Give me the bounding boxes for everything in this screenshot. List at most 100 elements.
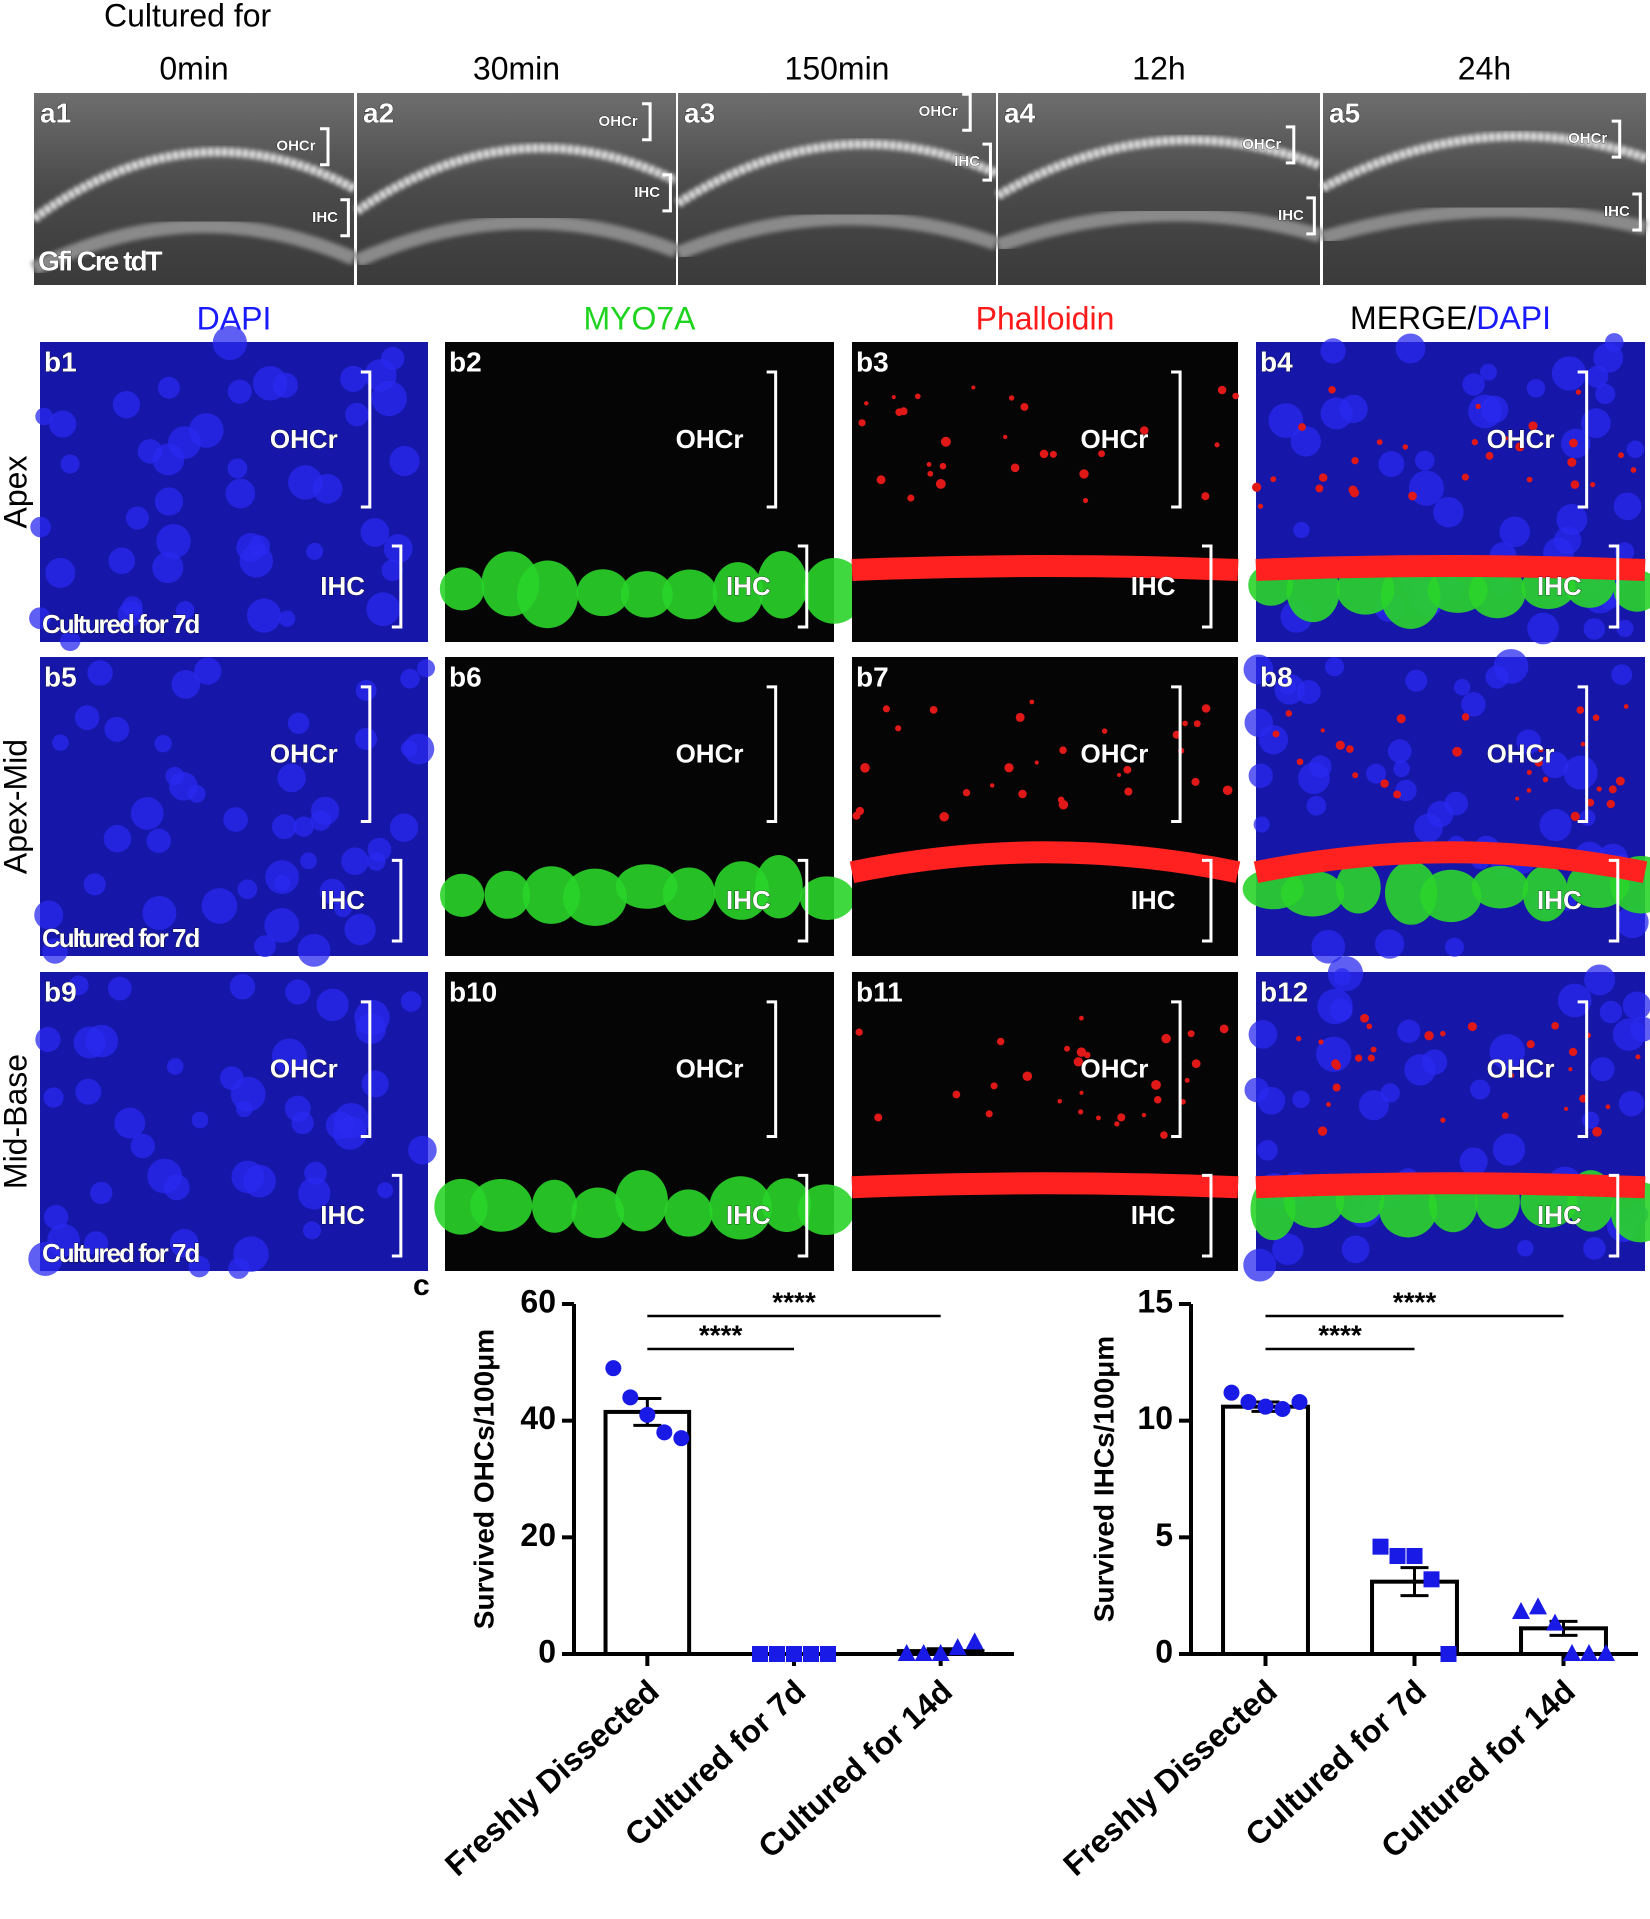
spot — [1003, 434, 1008, 440]
nucleus — [1626, 440, 1645, 459]
nucleus — [1405, 669, 1428, 692]
nucleus — [1324, 657, 1345, 677]
spot — [935, 478, 946, 489]
ihc-label: IHC — [1131, 885, 1176, 915]
nucleus — [333, 1115, 367, 1150]
nucleus — [1378, 451, 1405, 478]
nucleus — [1333, 968, 1351, 986]
nucleus — [1563, 755, 1598, 790]
nucleus — [188, 413, 224, 448]
spot — [1475, 403, 1481, 410]
cell-row-faint — [1320, 203, 1648, 245]
bracket — [1201, 1173, 1213, 1258]
spot — [1349, 488, 1360, 498]
nucleus — [264, 908, 300, 943]
spot — [985, 1110, 993, 1118]
nucleus — [157, 376, 180, 399]
micrograph — [852, 972, 1238, 1271]
nucleus — [1253, 816, 1270, 833]
panel-id: a4 — [1004, 97, 1036, 128]
row-label: Mid-Base — [0, 1054, 33, 1189]
significance-label: **** — [772, 1286, 816, 1317]
hair-cell — [1380, 562, 1441, 629]
hair-cell — [1471, 865, 1529, 909]
nucleus — [1551, 356, 1587, 391]
cell-row-faint — [675, 211, 999, 260]
hair-cell — [714, 861, 770, 920]
ohc-label: OHCr — [599, 113, 638, 130]
nucleus — [1306, 795, 1327, 816]
nucleus — [43, 1205, 69, 1230]
spot — [1440, 1030, 1446, 1037]
nucleus — [1480, 395, 1509, 424]
data-point — [1372, 1538, 1389, 1555]
spot — [1295, 1035, 1302, 1042]
panel-id: a2 — [363, 97, 394, 128]
nucleus — [254, 935, 276, 958]
spot — [1608, 785, 1617, 794]
stereocilia-band — [851, 1172, 1239, 1199]
nucleus — [194, 657, 222, 685]
spot — [915, 393, 921, 400]
nucleus — [1320, 338, 1346, 364]
nucleus — [227, 379, 252, 404]
nucleus — [1470, 1079, 1491, 1100]
spot — [882, 705, 890, 713]
nucleus — [60, 630, 81, 652]
nucleus — [52, 734, 69, 751]
spot — [1252, 482, 1262, 492]
spot — [1117, 1113, 1126, 1122]
bracket — [1201, 544, 1213, 629]
nucleus — [219, 1066, 244, 1090]
nucleus — [188, 1255, 210, 1278]
nucleus — [107, 976, 132, 1001]
spot — [1467, 1022, 1477, 1032]
spot — [1124, 787, 1133, 796]
bracket — [766, 1000, 778, 1138]
nucleus — [1593, 342, 1624, 373]
spot — [1141, 1112, 1147, 1118]
nucleus — [212, 325, 247, 361]
spot — [1272, 730, 1280, 738]
panel-id: b5 — [44, 661, 77, 692]
bracket — [391, 544, 403, 629]
bracket — [320, 127, 330, 167]
panel-note: Gfi Cre tdT — [38, 245, 163, 276]
nucleus — [248, 535, 270, 557]
nucleus — [1489, 1033, 1525, 1070]
spot — [1296, 758, 1304, 766]
spot — [952, 1090, 961, 1099]
spot — [939, 811, 949, 822]
spot — [1161, 1033, 1171, 1044]
x-tick-label: Freshly Dissected — [1056, 1673, 1284, 1883]
hair-cell — [755, 854, 803, 919]
nucleus — [130, 797, 164, 830]
ohc-label: OHCr — [1568, 130, 1607, 147]
spot — [1317, 1126, 1328, 1136]
y-axis-label: Survived OHCs/100μm — [468, 1329, 499, 1629]
spot — [1569, 438, 1578, 448]
y-tick-label: 60 — [520, 1283, 556, 1319]
nucleus — [1257, 1139, 1278, 1161]
nucleus — [1614, 542, 1635, 562]
micrograph — [678, 93, 996, 285]
spot — [1315, 484, 1324, 493]
nucleus — [1244, 708, 1273, 737]
nucleus — [1461, 692, 1486, 717]
spot — [1201, 492, 1210, 501]
bar — [1370, 1579, 1459, 1656]
hair-cell — [470, 1179, 533, 1232]
spot — [1182, 720, 1188, 727]
hair-cell — [1468, 566, 1526, 619]
nucleus — [47, 1223, 80, 1257]
data-point — [1240, 1394, 1257, 1410]
bracket — [797, 858, 809, 943]
row-label: Apex-Mid — [0, 739, 33, 874]
y-tick-label: 20 — [520, 1517, 556, 1553]
panel-id: b2 — [449, 346, 482, 377]
significance-label: **** — [699, 1319, 743, 1350]
spot — [1219, 1024, 1229, 1034]
time-label: 150min — [785, 50, 890, 86]
spot — [1393, 790, 1402, 799]
nucleus — [1616, 905, 1649, 939]
